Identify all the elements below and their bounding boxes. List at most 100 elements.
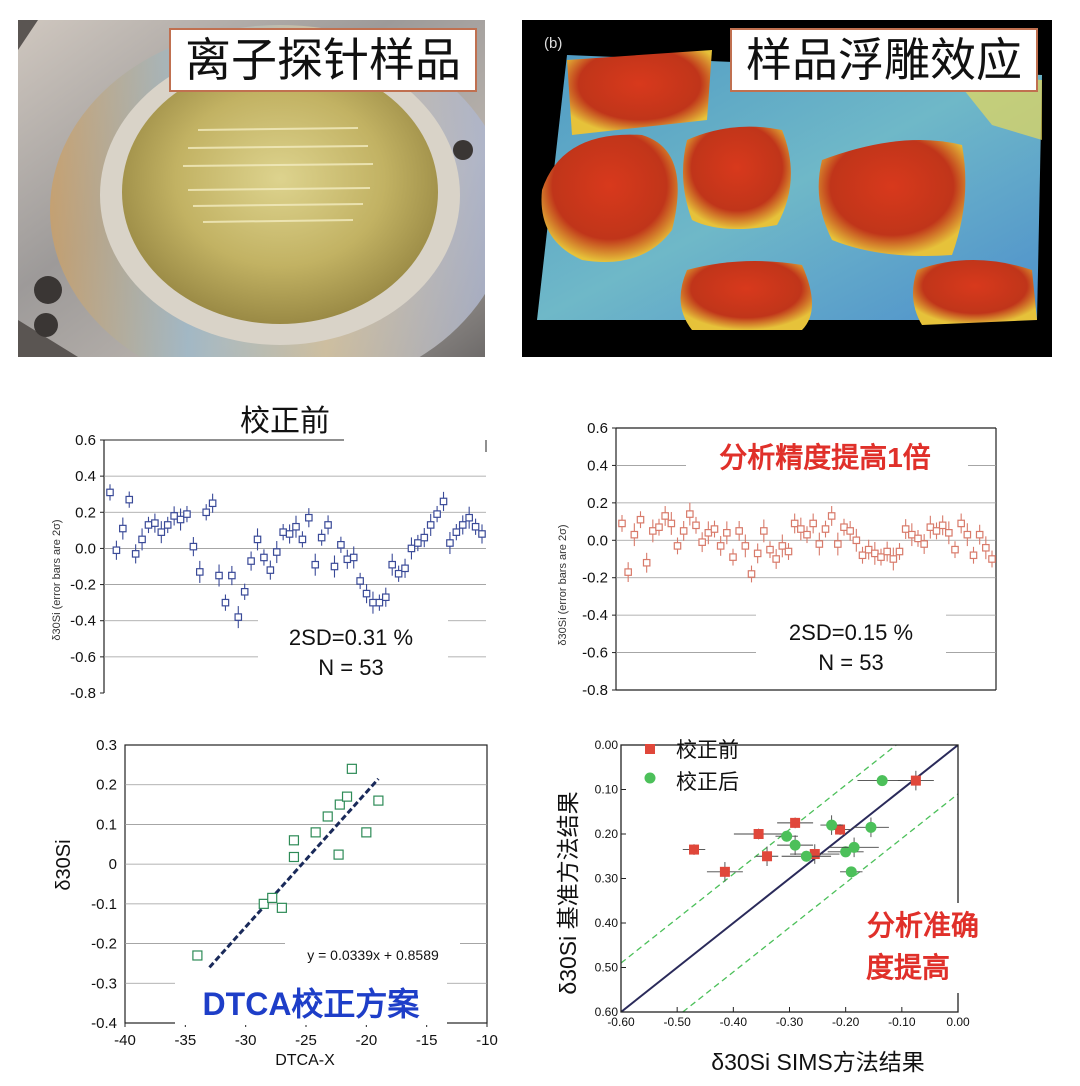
chart-before-yticks: 0.6 0.4 0.2 0.0 -0.2 -0.4 -0.6 -0.8 (70, 432, 104, 702)
data-point (778, 542, 787, 550)
data-point (753, 549, 762, 558)
data-point (747, 570, 756, 578)
data-point (356, 577, 364, 585)
chart-after-yticks: 0.6 0.4 0.2 0.0 -0.2 -0.4 -0.6 -0.8 (582, 420, 616, 699)
chart-dtca-data (192, 763, 384, 969)
chart-before-title: 校正前 (240, 405, 330, 438)
data-point (163, 521, 172, 529)
chart-dtca-title-bg (175, 977, 447, 1025)
data-point (969, 551, 978, 560)
data-point (305, 513, 313, 522)
data-point (926, 523, 935, 531)
data-point (957, 519, 965, 528)
data-point (624, 568, 632, 576)
chart-dtca: 0.3 0.2 0.1 0 -0.1 -0.2 -0.3 -0.4-40 -35 -30 -25 -2… (53, 737, 498, 1069)
data-point-before (809, 849, 820, 860)
chart-accuracy-title-line1: 分析准确 (867, 909, 979, 941)
data-point (388, 560, 397, 569)
data-point (369, 598, 377, 607)
chart-accuracy-ylabel-group: δ30Si 基准方法结果 (555, 791, 581, 994)
data-point (439, 497, 448, 506)
y-tick-label: 0.40 (595, 916, 619, 930)
data-point (234, 613, 243, 621)
y-tick-label: 0.6 (587, 420, 608, 437)
data-point (310, 827, 321, 838)
data-point (471, 522, 480, 531)
y-tick-label: -0.6 (582, 645, 608, 662)
data-point (827, 512, 836, 520)
chart-after-title-bg (686, 433, 968, 477)
data-point (334, 799, 345, 810)
data-point (858, 551, 867, 560)
data-point (394, 569, 403, 578)
one-to-one-line (621, 745, 958, 1012)
data-point (932, 527, 941, 535)
y-tick-label: -0.1 (91, 896, 117, 913)
data-point (883, 547, 891, 556)
chart-dtca-ylabel-group: δ30Si (53, 839, 75, 890)
y-tick-label: -0.3 (91, 975, 117, 992)
x-tick-label: -40 (114, 1032, 136, 1049)
data-point (298, 535, 307, 544)
data-point (260, 553, 268, 562)
data-point-after (800, 850, 812, 862)
data-point-after (876, 775, 888, 787)
data-point (864, 545, 873, 554)
data-point (679, 527, 688, 535)
data-point-after (848, 841, 860, 853)
data-point (834, 540, 842, 548)
data-point (240, 588, 249, 596)
data-point (361, 827, 372, 838)
data-point (840, 523, 848, 531)
y-tick-label: -0.2 (582, 570, 608, 587)
data-point-before (790, 817, 801, 828)
data-point (337, 541, 345, 549)
chart-before-stat-n: N = 53 (318, 655, 383, 680)
x-tick-label: -35 (174, 1032, 196, 1049)
data-point (266, 566, 275, 574)
x-tick-label: -0.30 (776, 1015, 804, 1029)
legend-swatch-before (645, 744, 655, 754)
y-tick-label: 0.4 (75, 468, 96, 485)
y-tick-label: 0.1 (96, 816, 117, 833)
y-tick-label: -0.8 (70, 685, 96, 702)
data-point (735, 527, 743, 535)
chart-dtca-fit-label-bg (285, 943, 460, 965)
data-point-before (910, 775, 921, 786)
data-point (809, 519, 817, 528)
data-point (157, 528, 166, 536)
data-point (618, 519, 626, 528)
fit-line (208, 777, 380, 969)
data-point (636, 515, 645, 524)
data-point (330, 562, 339, 571)
data-point-after (789, 839, 801, 851)
data-point-after (826, 819, 838, 831)
chart-accuracy-ylabel: δ30Si 基准方法结果 (555, 791, 581, 994)
data-point (877, 553, 885, 561)
data-point (741, 542, 750, 550)
data-point (889, 555, 898, 563)
data-point (673, 542, 682, 550)
data-point (202, 508, 211, 517)
data-point (729, 553, 737, 561)
data-point (253, 535, 262, 544)
data-point (938, 521, 947, 530)
x-tick-label: -0.60 (607, 1015, 635, 1029)
data-point (951, 545, 959, 554)
y-tick-label: 0.10 (595, 783, 619, 797)
upper-bound-line (621, 745, 897, 964)
data-point (343, 555, 352, 564)
data-point (183, 510, 191, 518)
legend-label-after: 校正后 (676, 771, 739, 794)
data-point (723, 529, 731, 537)
data-point (895, 547, 904, 556)
data-point (790, 519, 799, 528)
data-point (772, 555, 780, 563)
chart-after-stat-n: N = 53 (818, 650, 883, 675)
data-point (276, 902, 287, 913)
chart-after-stats-bg (756, 610, 946, 682)
y-tick-label: 0.00 (595, 738, 619, 752)
data-point (279, 528, 287, 536)
data-point (686, 510, 694, 518)
x-tick-label: -0.40 (720, 1015, 748, 1029)
